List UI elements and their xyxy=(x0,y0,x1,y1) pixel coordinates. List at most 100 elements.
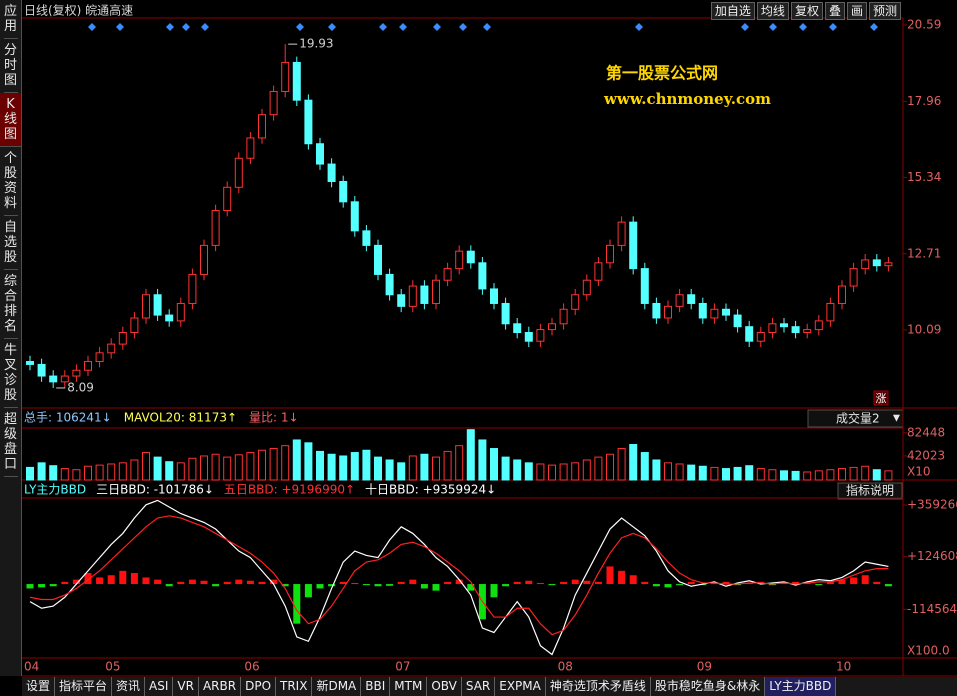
volume-bar xyxy=(443,450,452,481)
candle-body xyxy=(304,99,313,145)
bottom-tab[interactable]: 资讯 xyxy=(112,677,146,696)
sidebar-tab[interactable]: 自选股 xyxy=(3,216,18,270)
bbd-bar xyxy=(502,584,510,587)
candle-body xyxy=(258,114,266,139)
volume-bar xyxy=(640,452,649,481)
volume-bar xyxy=(176,462,185,481)
sidebar-tab[interactable]: 牛叉诊股 xyxy=(3,339,18,408)
bottom-tab[interactable]: 神奇选顶术矛盾线 xyxy=(546,677,651,696)
toolbar-button[interactable]: 加自选 xyxy=(710,2,755,20)
event-marker xyxy=(799,23,807,31)
candle-body xyxy=(455,250,464,270)
bottom-tab[interactable]: MTM xyxy=(390,677,428,696)
bottom-tab[interactable]: OBV xyxy=(427,677,462,696)
volume-selector-label[interactable]: 成交量2 xyxy=(836,411,880,426)
candle-body xyxy=(420,285,429,304)
indicator-help[interactable] xyxy=(837,482,903,500)
bbd-bar xyxy=(339,581,347,585)
bottom-tab[interactable]: 股市稳吃鱼身&林永 xyxy=(651,677,766,696)
unit-label: X100.0 xyxy=(907,644,950,658)
volume-bar xyxy=(791,470,800,481)
sidebar-tab[interactable]: K线图 xyxy=(0,93,21,147)
bottom-tab[interactable]: 指标平台 xyxy=(55,677,113,696)
sidebar-tab[interactable]: 个股资料 xyxy=(3,147,18,216)
volume-bar xyxy=(745,465,754,481)
candle-body xyxy=(652,302,661,319)
bottom-tab[interactable]: ARBR xyxy=(199,677,242,696)
indicator-help-label[interactable]: 指标说明 xyxy=(846,483,894,498)
volume-bar xyxy=(26,466,34,481)
bottom-tab[interactable]: BBI xyxy=(361,677,391,696)
volume-bar xyxy=(629,444,638,481)
bbd-bar xyxy=(61,581,69,585)
toolbar-button[interactable]: 叠 xyxy=(824,2,845,20)
volume-bar xyxy=(37,462,46,481)
bottom-tab[interactable]: TRIX xyxy=(276,677,313,696)
bbd-bar xyxy=(432,584,440,591)
sidebar-tab[interactable]: 超级盘口 xyxy=(3,408,18,477)
bbd-bar xyxy=(687,581,695,585)
toolbar-button[interactable]: 预测 xyxy=(868,2,901,20)
candle-body xyxy=(791,326,800,333)
volume-bar xyxy=(861,465,870,481)
candle-body xyxy=(72,369,81,377)
bottom-tab[interactable]: DPO xyxy=(241,677,277,696)
toolbar-button[interactable]: 复权 xyxy=(790,2,823,20)
bbd-bar xyxy=(455,579,463,585)
sidebar-tab[interactable]: 分时图 xyxy=(3,39,18,93)
volume-bar xyxy=(223,456,232,481)
candle-body xyxy=(501,302,510,325)
volume-bar xyxy=(722,468,730,481)
volume-bar xyxy=(362,449,371,481)
toolbar-button[interactable]: 画 xyxy=(846,2,867,20)
bbd-header: 五日BBD: +9196990↑ xyxy=(224,483,355,497)
bbd-bar xyxy=(606,566,614,585)
volume-bar xyxy=(432,456,440,481)
bottom-tab[interactable]: 新DMA xyxy=(312,677,362,696)
volume-header: 总手: 106241↓ xyxy=(24,411,112,425)
volume-bar xyxy=(559,463,568,481)
bbd-bar xyxy=(281,584,289,587)
event-marker xyxy=(399,23,407,31)
y-tick-label: 17.96 xyxy=(907,94,941,108)
candle-body xyxy=(408,285,417,307)
event-marker xyxy=(459,23,467,31)
bbd-bar xyxy=(258,581,266,585)
x-tick-label: 06 xyxy=(244,660,259,674)
bottom-tab[interactable]: SAR xyxy=(462,677,496,696)
bottom-tab[interactable]: ASI xyxy=(145,677,174,696)
volume-bar xyxy=(710,466,719,481)
dropdown-arrow[interactable]: ▼ xyxy=(893,414,900,424)
bottom-tab[interactable]: 设置 xyxy=(22,677,56,696)
candle-body xyxy=(478,262,487,290)
sidebar-tab[interactable]: 应用 xyxy=(3,0,18,39)
candle-body xyxy=(234,157,243,188)
volume-bar xyxy=(397,462,406,481)
toolbar-button[interactable]: 均线 xyxy=(756,2,789,20)
volume-bar xyxy=(234,454,243,481)
candle-body xyxy=(513,323,522,333)
volume-bar xyxy=(768,469,777,481)
volume-bar xyxy=(95,464,104,481)
candle-body xyxy=(49,375,58,383)
sidebar-tab[interactable]: 综合排名 xyxy=(3,270,18,339)
bottom-tab[interactable]: LY主力BBD xyxy=(765,677,837,696)
volume-bar xyxy=(130,459,139,481)
candle-body xyxy=(756,331,765,342)
bbd-bar xyxy=(235,579,243,585)
x-tick-label: 07 xyxy=(395,660,410,674)
bottom-tab[interactable]: EXPMA xyxy=(495,677,546,696)
bottom-tab[interactable]: VR xyxy=(173,677,199,696)
candle-body xyxy=(385,273,394,296)
bbd-bar xyxy=(618,570,626,585)
bbd-bar xyxy=(119,570,127,585)
event-marker xyxy=(483,23,491,31)
bbd-bar xyxy=(583,580,591,585)
max-price-label: 19.93 xyxy=(299,37,333,51)
volume-bar xyxy=(118,462,127,481)
volume-bar xyxy=(107,463,116,481)
candle-body xyxy=(536,329,545,342)
bbd-bar xyxy=(270,579,278,585)
volume-bar xyxy=(803,471,812,481)
candle-body xyxy=(629,221,638,270)
